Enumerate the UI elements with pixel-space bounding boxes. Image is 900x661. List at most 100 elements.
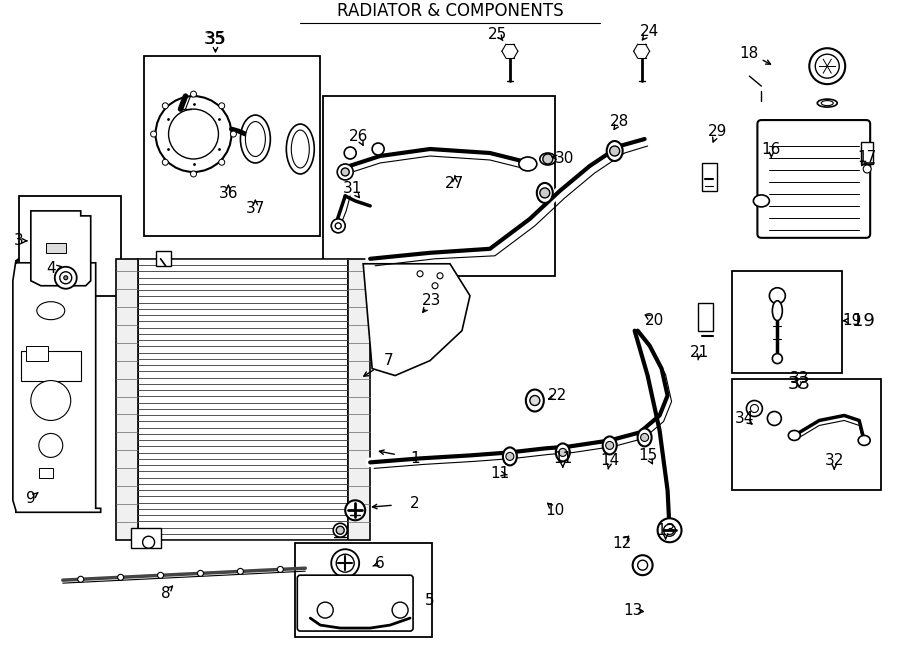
Ellipse shape xyxy=(519,157,536,171)
Text: 34: 34 xyxy=(734,411,754,426)
Circle shape xyxy=(641,434,649,442)
Text: 31: 31 xyxy=(343,181,362,196)
Text: 17: 17 xyxy=(858,151,877,165)
Text: 9: 9 xyxy=(26,491,36,506)
Bar xyxy=(861,142,873,164)
Text: 13: 13 xyxy=(623,603,643,617)
Circle shape xyxy=(663,524,676,536)
Circle shape xyxy=(64,276,68,280)
Circle shape xyxy=(543,154,553,164)
Text: 20: 20 xyxy=(645,313,664,328)
Circle shape xyxy=(344,147,356,159)
Bar xyxy=(21,350,81,381)
Bar xyxy=(138,259,348,540)
Circle shape xyxy=(142,536,155,548)
Text: 21: 21 xyxy=(690,345,709,360)
Bar xyxy=(39,469,53,479)
Text: 33: 33 xyxy=(788,375,811,393)
Bar xyxy=(116,259,138,540)
Circle shape xyxy=(559,448,567,456)
Circle shape xyxy=(158,572,164,578)
FancyBboxPatch shape xyxy=(758,120,870,238)
Ellipse shape xyxy=(822,100,833,106)
Circle shape xyxy=(392,602,408,618)
Circle shape xyxy=(658,518,681,542)
Text: 37: 37 xyxy=(246,202,266,216)
Text: 6: 6 xyxy=(375,556,385,570)
Circle shape xyxy=(530,395,540,405)
Ellipse shape xyxy=(540,153,556,165)
Circle shape xyxy=(863,165,871,173)
Ellipse shape xyxy=(503,447,517,465)
Circle shape xyxy=(337,554,355,572)
Text: 1: 1 xyxy=(410,451,420,466)
Circle shape xyxy=(373,143,384,155)
Bar xyxy=(144,56,320,236)
Bar xyxy=(295,543,432,637)
Ellipse shape xyxy=(607,141,623,161)
Circle shape xyxy=(118,574,123,580)
Circle shape xyxy=(230,131,237,137)
Bar xyxy=(19,196,121,295)
Text: 25: 25 xyxy=(489,26,508,42)
Ellipse shape xyxy=(292,130,310,168)
Circle shape xyxy=(606,442,614,449)
Circle shape xyxy=(39,434,63,457)
Text: 19: 19 xyxy=(852,312,875,330)
FancyBboxPatch shape xyxy=(297,575,413,631)
Bar xyxy=(130,528,160,548)
Text: 7: 7 xyxy=(383,353,393,368)
Text: 3: 3 xyxy=(14,233,23,249)
Text: 24: 24 xyxy=(640,24,659,39)
Text: 12: 12 xyxy=(612,535,631,551)
Text: 11: 11 xyxy=(491,466,509,481)
Circle shape xyxy=(191,91,196,97)
Circle shape xyxy=(746,401,762,416)
Circle shape xyxy=(55,267,76,289)
Ellipse shape xyxy=(772,301,782,321)
Circle shape xyxy=(346,500,365,520)
Text: 35: 35 xyxy=(206,32,225,47)
Circle shape xyxy=(770,288,786,303)
Circle shape xyxy=(156,96,231,172)
Circle shape xyxy=(609,146,620,156)
Circle shape xyxy=(318,602,333,618)
Circle shape xyxy=(815,54,839,78)
Polygon shape xyxy=(31,211,91,286)
Circle shape xyxy=(751,405,759,412)
Circle shape xyxy=(341,168,349,176)
Circle shape xyxy=(637,561,648,570)
Text: 2: 2 xyxy=(410,496,420,511)
Circle shape xyxy=(338,164,353,180)
Circle shape xyxy=(31,381,71,420)
Circle shape xyxy=(219,103,225,109)
Ellipse shape xyxy=(246,122,266,157)
Circle shape xyxy=(331,549,359,577)
Circle shape xyxy=(809,48,845,84)
Circle shape xyxy=(333,524,347,537)
Text: 10: 10 xyxy=(545,503,564,518)
Text: 16: 16 xyxy=(761,141,781,157)
Bar xyxy=(323,96,554,276)
Ellipse shape xyxy=(788,430,800,440)
Circle shape xyxy=(150,131,157,137)
Polygon shape xyxy=(13,259,101,512)
Circle shape xyxy=(432,283,438,289)
Bar xyxy=(733,271,842,373)
Text: 26: 26 xyxy=(348,128,368,143)
Text: 18: 18 xyxy=(740,46,759,61)
Circle shape xyxy=(162,159,168,165)
Ellipse shape xyxy=(753,195,770,207)
Circle shape xyxy=(633,555,652,575)
Circle shape xyxy=(162,103,168,109)
Text: 14: 14 xyxy=(600,453,619,468)
Circle shape xyxy=(417,271,423,277)
Text: 30: 30 xyxy=(555,151,574,167)
Text: 13: 13 xyxy=(656,523,675,538)
Circle shape xyxy=(77,576,84,582)
Text: 29: 29 xyxy=(707,124,727,139)
Text: 5: 5 xyxy=(425,593,435,607)
Ellipse shape xyxy=(556,444,570,461)
Circle shape xyxy=(506,452,514,461)
Bar xyxy=(701,163,717,191)
